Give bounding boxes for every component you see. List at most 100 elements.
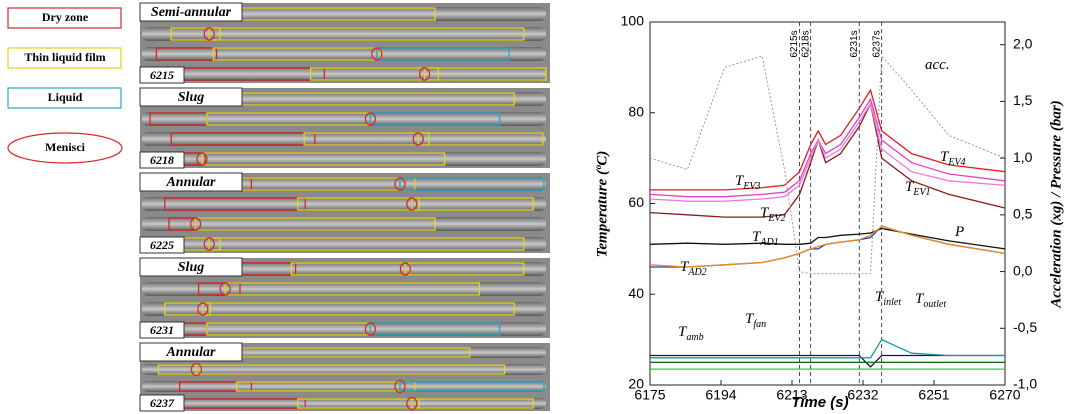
region-box xyxy=(201,152,446,166)
region-box xyxy=(170,132,316,146)
region-box xyxy=(297,197,420,211)
series-name: T xyxy=(915,291,925,307)
tube xyxy=(142,132,546,146)
x-tick-label: 6213 xyxy=(776,387,807,403)
time-marker-label: 6218s xyxy=(800,30,811,57)
x-tick-label: 6232 xyxy=(847,387,878,403)
meniscus xyxy=(419,67,431,81)
meniscus xyxy=(394,379,406,394)
series-subscript: EV2 xyxy=(767,213,785,224)
region-box xyxy=(197,282,241,296)
legend-label: Liquid xyxy=(48,90,83,104)
x-tick-label: 6251 xyxy=(918,387,949,403)
time-marker-label: 6237s xyxy=(871,30,882,57)
series-subscript: EV3 xyxy=(742,181,760,192)
series-name: T xyxy=(735,173,745,189)
meniscus xyxy=(364,322,376,336)
x-tick-label: 6194 xyxy=(705,387,736,403)
region-box xyxy=(290,262,411,276)
time-label: 6225 xyxy=(150,238,174,252)
time-box xyxy=(139,394,185,412)
region-box xyxy=(208,27,525,41)
region-box xyxy=(212,47,381,61)
region-box xyxy=(157,364,202,375)
series-name: T xyxy=(875,289,885,305)
series-subscript: EV1 xyxy=(912,187,930,198)
regime-box xyxy=(139,87,243,107)
regime-box xyxy=(139,342,243,362)
meniscus xyxy=(197,302,209,316)
series-label: TEV4 xyxy=(940,149,966,168)
tube xyxy=(142,197,546,211)
meniscus xyxy=(394,177,406,191)
regime-label: Annular xyxy=(165,345,216,360)
legend-swatch xyxy=(7,132,123,164)
time-marker-label: 6215s xyxy=(789,30,800,57)
tube xyxy=(142,237,546,251)
tube xyxy=(142,347,546,358)
meniscus xyxy=(406,396,418,411)
y-tick-label: 80 xyxy=(628,103,644,119)
x-tick-label: 6175 xyxy=(634,387,665,403)
tube xyxy=(142,92,546,106)
plot-frame xyxy=(649,21,1006,386)
x-axis-title: Time (s) xyxy=(791,394,848,411)
time-box xyxy=(139,236,185,254)
time-marker-label: 6231s xyxy=(849,30,860,57)
regime-label: Slug xyxy=(178,260,204,275)
y2-tick-label: 0,0 xyxy=(1013,262,1033,278)
y2-tick-label: -0,5 xyxy=(1013,319,1037,335)
region-box xyxy=(399,177,545,191)
series-label: TEV3 xyxy=(735,173,761,192)
regime-label: Slug xyxy=(178,90,204,105)
tube xyxy=(142,364,546,375)
legend-label: Dry zone xyxy=(42,10,89,24)
time-box xyxy=(139,151,185,169)
series-subscript: amb xyxy=(686,332,703,343)
tube xyxy=(142,381,546,392)
tube xyxy=(142,322,546,336)
y2-tick-label: 2,0 xyxy=(1013,35,1033,51)
series-line xyxy=(650,88,1006,191)
series-label: Tfan xyxy=(745,311,766,330)
y2-tick-label: 1,0 xyxy=(1013,149,1033,165)
meniscus xyxy=(203,237,215,251)
tube xyxy=(142,398,546,409)
series-name: P xyxy=(954,224,964,240)
meniscus xyxy=(190,217,202,231)
region-box xyxy=(178,381,253,392)
region-box xyxy=(195,364,506,375)
series-label: Tinlet xyxy=(875,289,901,308)
series-label: P xyxy=(954,224,964,240)
series-label: TAD1 xyxy=(752,229,779,248)
region-box xyxy=(411,197,534,211)
tube xyxy=(142,27,546,41)
regime-box xyxy=(139,257,243,277)
series-label: Toutlet xyxy=(915,291,946,310)
meniscus xyxy=(412,132,424,146)
region-box xyxy=(208,237,525,251)
time-label: 6215 xyxy=(150,68,174,82)
y2-tick-label: -1,0 xyxy=(1013,376,1037,392)
series-subscript: AD2 xyxy=(687,267,706,278)
region-box xyxy=(404,262,525,276)
x-tick-label: 6270 xyxy=(989,387,1020,403)
y2-axis-title: Acceleration (xg) / Pressure (bar) xyxy=(1048,100,1064,308)
meniscus xyxy=(364,112,376,126)
y-axis-title: Temperature (ºC) xyxy=(594,151,610,258)
series-name: T xyxy=(680,259,690,275)
series-line xyxy=(649,54,1006,275)
series-line xyxy=(650,225,1006,268)
series-name: T xyxy=(745,311,755,327)
region-box xyxy=(164,197,306,211)
region-box xyxy=(202,302,515,316)
series-label: Tamb xyxy=(678,324,704,343)
series-label: TEV2 xyxy=(760,205,786,224)
meniscus xyxy=(190,362,202,377)
tube xyxy=(142,217,546,231)
tube xyxy=(142,282,546,296)
region-box xyxy=(194,217,436,231)
region-box xyxy=(369,322,501,336)
series-label: acc. xyxy=(925,57,950,73)
meniscus xyxy=(399,262,411,276)
